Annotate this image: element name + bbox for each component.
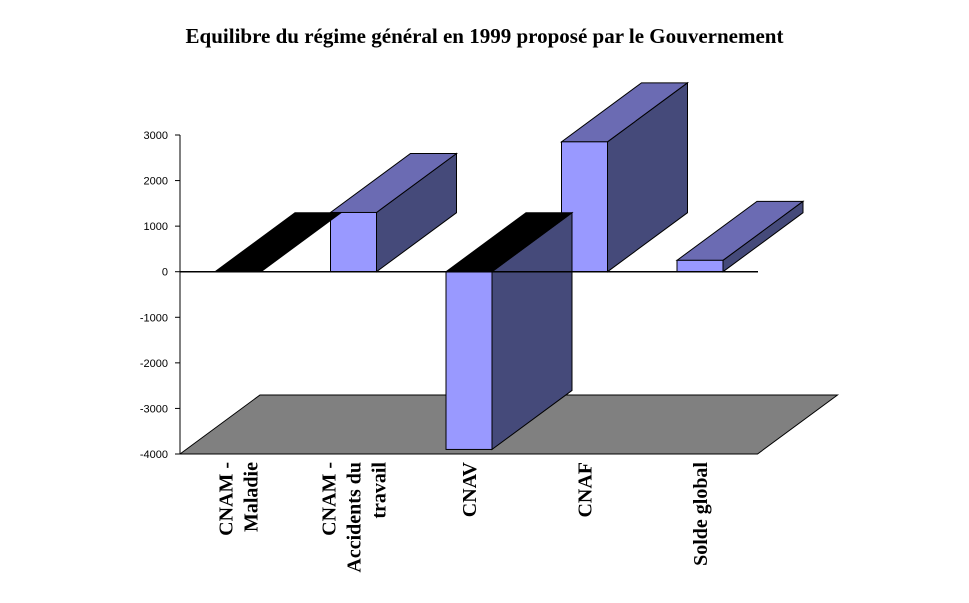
- bar-top: [213, 212, 343, 273]
- bar: [559, 81, 690, 273]
- bar-front: [330, 211, 377, 273]
- bar-front: [676, 259, 724, 273]
- y-tick-label: -3000: [140, 403, 168, 415]
- x-tick-label-line: Solde global: [690, 462, 712, 566]
- y-tick-label: 2000: [144, 176, 168, 188]
- x-tick-label-line: Maladie: [241, 462, 263, 532]
- x-tick-label: Solde global: [690, 462, 712, 566]
- x-tick-label: CNAM - Accidents du travail: [319, 462, 391, 573]
- x-tick-label-line: Accidents du: [344, 462, 366, 573]
- bar: [328, 152, 459, 273]
- y-tick-label: 0: [162, 267, 168, 279]
- x-tick-label-line: CNAM -: [216, 462, 238, 536]
- chart-title: Equilibre du régime général en 1999 prop…: [185, 24, 784, 48]
- y-tick-label: 3000: [144, 130, 168, 142]
- y-tick-label: 1000: [144, 221, 168, 233]
- bar: [675, 200, 805, 273]
- bar-front: [445, 271, 493, 450]
- x-tick-label: CNAV: [459, 461, 481, 517]
- x-tick-label: CNAM - Maladie: [216, 462, 263, 536]
- y-tick-label: -2000: [140, 358, 168, 370]
- x-tick-label: CNAF: [575, 462, 597, 518]
- bar: [213, 212, 343, 273]
- x-tick-label-line: CNAM -: [319, 462, 341, 536]
- y-tick-label: -1000: [140, 312, 168, 324]
- x-tick-label-line: CNAV: [459, 461, 481, 517]
- x-tick-label-line: CNAF: [575, 462, 597, 518]
- x-tick-label-line: travail: [369, 462, 391, 519]
- y-tick-label: -4000: [140, 449, 168, 461]
